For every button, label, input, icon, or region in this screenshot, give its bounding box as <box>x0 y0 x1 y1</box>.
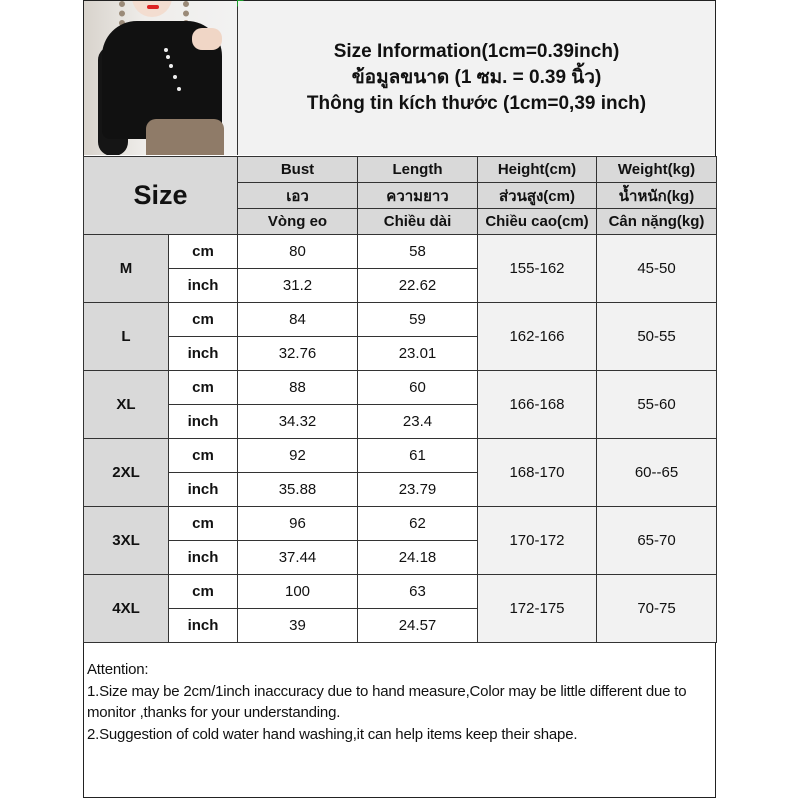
title-thai: ข้อมูลขนาด (1 ซม. = 0.39 นิ้ว) <box>351 67 602 88</box>
height-range: 155-162 <box>477 234 597 303</box>
length-inch: 24.57 <box>357 608 478 643</box>
unit-inch: inch <box>168 540 238 575</box>
bust-inch: 39 <box>237 608 358 643</box>
attention-note-2: 2.Suggestion of cold water hand washing,… <box>87 725 578 743</box>
unit-cm: cm <box>168 302 238 337</box>
col-header-bust-vi: Vòng eo <box>237 208 358 235</box>
bust-inch: 31.2 <box>237 268 358 303</box>
size-header: Size <box>83 156 238 235</box>
attention-heading: Attention: <box>87 661 149 678</box>
col-header-weight-th: น้ำหนัก(kg) <box>596 182 717 209</box>
length-cm: 63 <box>357 574 478 609</box>
table-row: 3XL cm 96 62 170-172 65-70 <box>83 506 717 575</box>
weight-range: 55-60 <box>596 370 717 439</box>
attention-note-1: 1.Size may be 2cm/1inch inaccuracy due t… <box>87 682 687 722</box>
table-row: M cm 80 58 155-162 45-50 <box>83 234 717 303</box>
weight-range: 70-75 <box>596 574 717 643</box>
table-row: L cm 84 59 162-166 50-55 <box>83 302 717 371</box>
height-range: 170-172 <box>477 506 597 575</box>
table-row: 4XL cm 100 63 172-175 70-75 <box>83 574 717 643</box>
col-header-length-vi: Chiều dài <box>357 208 478 235</box>
size-label: 3XL <box>83 506 169 575</box>
table-row: inch 39 24.57 <box>84 608 717 643</box>
col-header-height-th: ส่วนสูง(cm) <box>477 182 597 209</box>
height-range: 172-175 <box>477 574 597 643</box>
bust-cm: 84 <box>237 302 358 337</box>
unit-cm: cm <box>168 438 238 473</box>
title-english: Size Information(1cm=0.39inch) <box>333 41 620 62</box>
col-header-height-vi: Chiều cao(cm) <box>477 208 597 235</box>
unit-inch: inch <box>168 608 238 643</box>
length-inch: 23.79 <box>357 472 478 507</box>
weight-range: 60--65 <box>596 438 717 507</box>
attention-notes: Attention: 1.Size may be 2cm/1inch inacc… <box>87 659 715 745</box>
length-cm: 58 <box>357 234 478 269</box>
size-label: XL <box>83 370 169 439</box>
bust-cm: 92 <box>237 438 358 473</box>
col-header-weight: Weight(kg) <box>596 156 717 183</box>
col-header-length-th: ความยาว <box>357 182 478 209</box>
unit-inch: inch <box>168 404 238 439</box>
bust-cm: 88 <box>237 370 358 405</box>
length-inch: 24.18 <box>357 540 478 575</box>
bust-cm: 100 <box>237 574 358 609</box>
title-block: Size Information(1cm=0.39inch) ข้อมูลขนา… <box>238 1 715 155</box>
size-label: M <box>83 234 169 303</box>
title-vietnamese: Thông tin kích thước (1cm=0,39 inch) <box>306 93 647 114</box>
unit-cm: cm <box>168 506 238 541</box>
unit-inch: inch <box>168 472 238 507</box>
length-cm: 59 <box>357 302 478 337</box>
unit-inch: inch <box>168 336 238 371</box>
length-inch: 23.01 <box>357 336 478 371</box>
bust-inch: 37.44 <box>237 540 358 575</box>
unit-cm: cm <box>168 370 238 405</box>
col-header-bust-th: เอว <box>237 182 358 209</box>
table-row: inch 35.88 23.79 <box>84 472 717 507</box>
length-cm: 60 <box>357 370 478 405</box>
length-cm: 62 <box>357 506 478 541</box>
height-range: 168-170 <box>477 438 597 507</box>
weight-range: 65-70 <box>596 506 717 575</box>
length-inch: 22.62 <box>357 268 478 303</box>
product-photo <box>84 1 239 155</box>
height-range: 162-166 <box>477 302 597 371</box>
unit-cm: cm <box>168 234 238 269</box>
weight-range: 50-55 <box>596 302 717 371</box>
bust-cm: 80 <box>237 234 358 269</box>
col-header-bust: Bust <box>237 156 358 183</box>
length-inch: 23.4 <box>357 404 478 439</box>
bust-inch: 35.88 <box>237 472 358 507</box>
table-row: 2XL cm 92 61 168-170 60--65 <box>83 438 717 507</box>
unit-inch: inch <box>168 268 238 303</box>
weight-range: 45-50 <box>596 234 717 303</box>
size-label: 4XL <box>83 574 169 643</box>
length-cm: 61 <box>357 438 478 473</box>
table-row: inch 31.2 22.62 <box>84 268 717 303</box>
col-header-weight-vi: Cân nặng(kg) <box>596 208 717 235</box>
size-table: Size Bust Length Height(cm) Weight(kg) เ… <box>83 156 717 643</box>
bust-cm: 96 <box>237 506 358 541</box>
table-row: XL cm 88 60 166-168 55-60 <box>83 370 717 439</box>
bust-inch: 32.76 <box>237 336 358 371</box>
col-header-height: Height(cm) <box>477 156 597 183</box>
size-label: 2XL <box>83 438 169 507</box>
col-header-length: Length <box>357 156 478 183</box>
table-row: inch 34.32 23.4 <box>84 404 717 439</box>
unit-cm: cm <box>168 574 238 609</box>
bust-inch: 34.32 <box>237 404 358 439</box>
height-range: 166-168 <box>477 370 597 439</box>
size-label: L <box>83 302 169 371</box>
